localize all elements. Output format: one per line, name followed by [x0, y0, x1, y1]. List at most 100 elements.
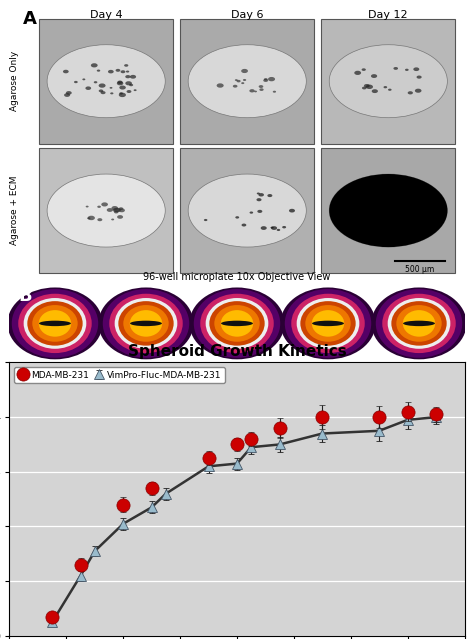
Text: 96-well microplate Digital Camera View Day 12: 96-well microplate Digital Camera View D… — [121, 372, 353, 382]
Circle shape — [235, 216, 239, 219]
Ellipse shape — [281, 288, 375, 359]
Circle shape — [415, 89, 421, 93]
Circle shape — [188, 174, 306, 247]
Ellipse shape — [210, 301, 264, 346]
Circle shape — [85, 86, 91, 90]
Circle shape — [127, 90, 131, 93]
Circle shape — [405, 68, 409, 71]
Circle shape — [204, 219, 208, 221]
Circle shape — [99, 89, 103, 92]
Circle shape — [417, 75, 422, 79]
Circle shape — [258, 193, 264, 197]
Bar — [321, 19, 456, 144]
Circle shape — [257, 192, 260, 194]
Circle shape — [130, 321, 162, 326]
Circle shape — [64, 93, 70, 97]
Circle shape — [100, 91, 106, 94]
Circle shape — [259, 85, 264, 88]
Circle shape — [362, 87, 366, 89]
Circle shape — [354, 71, 361, 75]
Title: Spheroid Growth Kinetics: Spheroid Growth Kinetics — [128, 344, 346, 358]
Circle shape — [47, 174, 165, 247]
Text: 500 μm: 500 μm — [405, 265, 435, 274]
Circle shape — [113, 208, 120, 212]
Ellipse shape — [221, 310, 253, 337]
Ellipse shape — [200, 294, 274, 353]
Circle shape — [114, 211, 118, 213]
Circle shape — [111, 219, 114, 220]
Circle shape — [362, 68, 366, 71]
Ellipse shape — [291, 294, 365, 353]
Circle shape — [63, 70, 69, 73]
Ellipse shape — [403, 310, 435, 337]
Circle shape — [74, 81, 78, 83]
Circle shape — [241, 82, 244, 84]
Circle shape — [312, 321, 344, 326]
Bar — [39, 19, 173, 144]
Circle shape — [383, 86, 387, 88]
Circle shape — [254, 91, 257, 93]
Circle shape — [118, 208, 125, 212]
Circle shape — [101, 203, 108, 206]
Circle shape — [107, 208, 113, 212]
Circle shape — [243, 79, 246, 81]
Circle shape — [110, 93, 113, 95]
Ellipse shape — [206, 298, 268, 349]
Ellipse shape — [388, 298, 450, 349]
Circle shape — [388, 89, 392, 91]
Circle shape — [249, 212, 253, 213]
Circle shape — [329, 174, 447, 247]
Circle shape — [277, 229, 280, 231]
Ellipse shape — [190, 288, 284, 359]
Ellipse shape — [39, 310, 71, 337]
Ellipse shape — [123, 305, 169, 342]
Circle shape — [118, 207, 123, 210]
Circle shape — [66, 91, 72, 95]
Legend: MDA-MB-231, VimPro-Fluc-MDA-MB-231: MDA-MB-231, VimPro-Fluc-MDA-MB-231 — [14, 367, 225, 383]
Circle shape — [125, 75, 130, 79]
Circle shape — [289, 209, 295, 213]
Ellipse shape — [103, 289, 189, 358]
Text: B: B — [18, 288, 32, 305]
Circle shape — [97, 218, 102, 221]
Circle shape — [371, 74, 377, 78]
Bar — [180, 148, 314, 273]
Circle shape — [259, 88, 264, 91]
Ellipse shape — [285, 289, 371, 358]
Circle shape — [188, 45, 306, 118]
Ellipse shape — [130, 310, 162, 337]
Ellipse shape — [392, 301, 447, 346]
Circle shape — [217, 83, 224, 88]
Circle shape — [364, 84, 370, 88]
Ellipse shape — [99, 288, 193, 359]
Circle shape — [263, 79, 268, 82]
Circle shape — [413, 67, 419, 71]
Ellipse shape — [194, 289, 280, 358]
Ellipse shape — [305, 305, 351, 342]
Circle shape — [88, 216, 95, 220]
Ellipse shape — [27, 301, 82, 346]
Text: Day 4: Day 4 — [90, 10, 122, 20]
Circle shape — [124, 64, 128, 66]
Circle shape — [97, 206, 101, 208]
Circle shape — [267, 194, 273, 197]
Ellipse shape — [376, 289, 462, 358]
Text: Day 6: Day 6 — [231, 10, 264, 20]
Circle shape — [235, 79, 238, 81]
Circle shape — [329, 45, 447, 118]
Circle shape — [366, 84, 373, 89]
Circle shape — [94, 81, 97, 83]
Circle shape — [119, 93, 126, 97]
Circle shape — [268, 77, 275, 81]
Circle shape — [257, 210, 262, 213]
Circle shape — [221, 321, 253, 326]
Circle shape — [109, 87, 112, 89]
Ellipse shape — [297, 298, 359, 349]
Circle shape — [273, 91, 276, 93]
Ellipse shape — [301, 301, 356, 346]
Ellipse shape — [12, 289, 98, 358]
Text: A: A — [23, 10, 37, 28]
Text: Agarose Only: Agarose Only — [9, 51, 18, 111]
Circle shape — [256, 198, 262, 201]
Circle shape — [241, 69, 248, 73]
